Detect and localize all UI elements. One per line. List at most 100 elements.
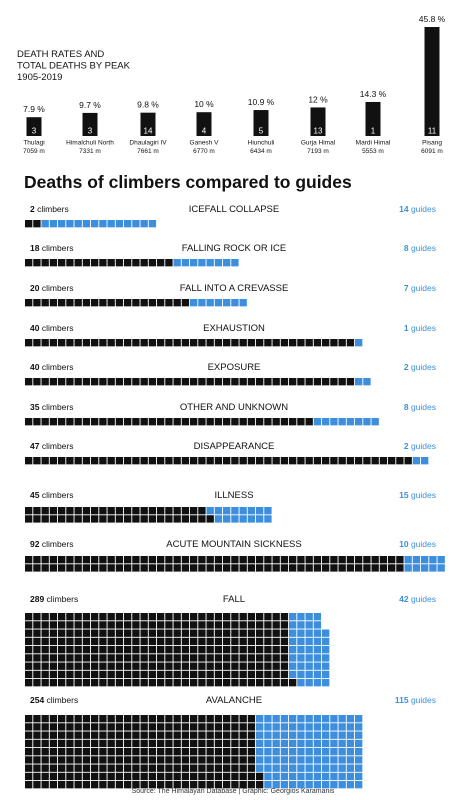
climber-square bbox=[41, 621, 49, 629]
climbers-label: 20 climbers bbox=[30, 283, 73, 293]
climber-square bbox=[181, 299, 190, 307]
climber-square bbox=[107, 756, 115, 764]
climber-square bbox=[49, 637, 58, 646]
climber-square bbox=[239, 457, 247, 465]
guide-square bbox=[289, 723, 297, 731]
climber-square bbox=[132, 629, 140, 637]
climber-square bbox=[74, 515, 82, 523]
climber-square bbox=[157, 772, 165, 781]
guide-square bbox=[338, 715, 346, 723]
climber-square bbox=[41, 629, 49, 637]
climber-square bbox=[132, 556, 140, 564]
climber-square bbox=[74, 764, 82, 772]
climbers-word: climbers bbox=[39, 243, 73, 253]
climber-square bbox=[140, 748, 148, 756]
climber-square bbox=[124, 646, 132, 654]
climber-square bbox=[41, 772, 49, 781]
climber-square bbox=[355, 457, 363, 465]
peak-rate-label: 10.9 % bbox=[248, 97, 275, 107]
climber-square bbox=[247, 418, 256, 426]
climber-square bbox=[247, 781, 256, 789]
guide-square bbox=[330, 781, 338, 789]
climber-square bbox=[198, 764, 206, 772]
climber-square bbox=[157, 299, 165, 307]
peak-name-label: Gurja Himal bbox=[301, 140, 336, 147]
climber-square bbox=[132, 457, 140, 465]
climbers-word: climbers bbox=[39, 490, 73, 500]
climber-square bbox=[206, 378, 214, 386]
climber-square bbox=[115, 564, 124, 572]
climber-square bbox=[25, 418, 33, 426]
climber-square bbox=[198, 613, 206, 621]
climber-square bbox=[82, 781, 91, 789]
climber-square bbox=[49, 457, 58, 465]
guide-square bbox=[239, 507, 247, 515]
climber-square bbox=[99, 339, 107, 347]
guide-square bbox=[313, 613, 322, 621]
climber-square bbox=[25, 756, 33, 764]
guide-square bbox=[256, 731, 264, 739]
climber-square bbox=[256, 654, 264, 662]
climber-square bbox=[157, 339, 165, 347]
climber-square bbox=[99, 564, 107, 572]
climber-square bbox=[25, 748, 33, 756]
climber-square bbox=[157, 679, 165, 687]
climber-square bbox=[173, 731, 181, 739]
climber-square bbox=[49, 259, 58, 267]
climber-square bbox=[214, 772, 223, 781]
climber-square bbox=[99, 457, 107, 465]
guide-square bbox=[346, 748, 355, 756]
guide-square bbox=[313, 731, 322, 739]
climber-square bbox=[198, 748, 206, 756]
guide-square bbox=[41, 220, 49, 228]
climber-square bbox=[214, 621, 223, 629]
guide-square bbox=[82, 220, 91, 228]
climber-square bbox=[355, 564, 363, 572]
climber-square bbox=[206, 629, 214, 637]
climber-square bbox=[41, 654, 49, 662]
climber-square bbox=[25, 646, 33, 654]
climber-square bbox=[223, 739, 231, 748]
climber-square bbox=[165, 564, 173, 572]
climber-square bbox=[173, 739, 181, 748]
guide-square bbox=[289, 739, 297, 748]
climber-square bbox=[115, 613, 124, 621]
climber-square bbox=[157, 748, 165, 756]
guide-square bbox=[322, 654, 330, 662]
climber-square bbox=[107, 662, 115, 670]
climber-square bbox=[99, 670, 107, 679]
climber-square bbox=[157, 457, 165, 465]
climber-square bbox=[107, 418, 115, 426]
peak-rate-label: 14.3 % bbox=[360, 89, 387, 99]
climber-square bbox=[33, 756, 41, 764]
climber-square bbox=[239, 748, 247, 756]
guide-square bbox=[355, 731, 363, 739]
climber-square bbox=[124, 679, 132, 687]
climber-square bbox=[157, 662, 165, 670]
climber-square bbox=[58, 756, 66, 764]
peak-rate-label: 9.7 % bbox=[79, 100, 101, 110]
climbers-label: 254 climbers bbox=[30, 695, 78, 705]
guides-label: 14 guides bbox=[399, 204, 436, 214]
guide-square bbox=[330, 418, 338, 426]
climber-square bbox=[49, 621, 58, 629]
climber-square bbox=[173, 457, 181, 465]
climber-square bbox=[297, 418, 305, 426]
climbers-word: climbers bbox=[39, 539, 73, 549]
guide-square bbox=[305, 646, 313, 654]
guide-square bbox=[264, 748, 272, 756]
climber-square bbox=[148, 662, 157, 670]
climber-square bbox=[264, 679, 272, 687]
climber-square bbox=[115, 731, 124, 739]
climber-square bbox=[33, 556, 41, 564]
guide-square bbox=[264, 772, 272, 781]
guide-square bbox=[322, 748, 330, 756]
climber-square bbox=[223, 772, 231, 781]
climber-square bbox=[214, 764, 223, 772]
climber-square bbox=[181, 646, 190, 654]
climber-square bbox=[214, 670, 223, 679]
guide-square bbox=[338, 418, 346, 426]
climber-square bbox=[49, 781, 58, 789]
climber-square bbox=[132, 764, 140, 772]
climber-square bbox=[148, 339, 157, 347]
